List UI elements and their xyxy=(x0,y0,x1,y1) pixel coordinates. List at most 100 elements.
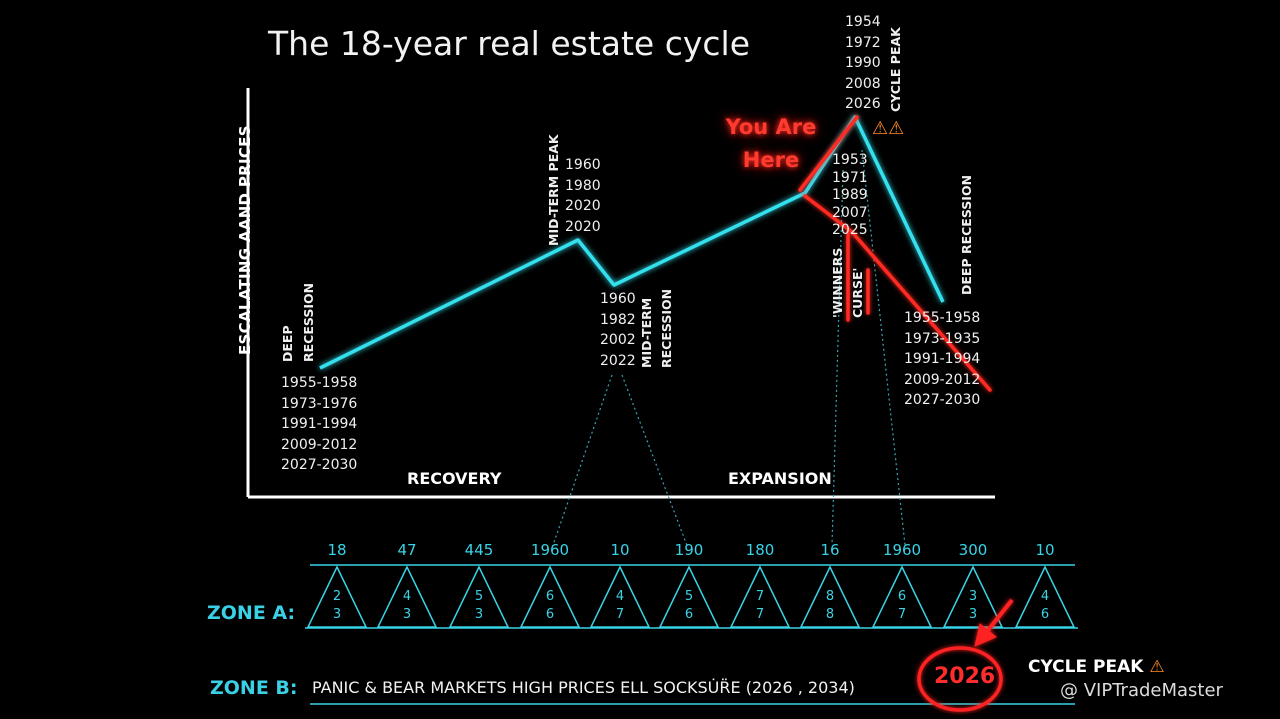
zone-a-triangle xyxy=(942,565,1004,628)
zone-a-triangle xyxy=(1014,565,1076,628)
year: 2007 xyxy=(832,204,868,221)
year: 1953 xyxy=(832,152,868,168)
triangle-top-number: 5 xyxy=(684,589,694,604)
year: 1982 xyxy=(600,311,636,328)
triangle-bottom-number: 8 xyxy=(825,607,835,622)
year-range: 1955-1958 xyxy=(281,375,358,391)
zone-b-label: ZONE B: xyxy=(210,677,298,699)
triangle-bottom-number: 3 xyxy=(332,607,342,622)
highlight-year: 2026 xyxy=(934,664,996,689)
year: 1972 xyxy=(845,34,881,51)
zone-a-triangle xyxy=(799,565,861,628)
cycle-peak-label: CYCLE PEAK xyxy=(888,27,903,112)
triangle-bottom-number: 3 xyxy=(474,607,484,622)
triangle-top-number: 8 xyxy=(825,589,835,604)
timeline-number: 16 xyxy=(820,541,840,559)
red-annotation-lines xyxy=(798,115,992,392)
zone-a-triangle xyxy=(589,565,651,628)
triangle-top-number: 4 xyxy=(402,589,412,604)
timeline-number: 445 xyxy=(464,541,494,559)
zone-a-triangle xyxy=(306,565,368,628)
warning-icon: ⚠ xyxy=(1149,657,1165,677)
year-range: 2027-2030 xyxy=(281,457,358,473)
year: 2020 xyxy=(565,198,601,214)
triangle-top-number: 4 xyxy=(1040,589,1050,604)
timeline-number: 18 xyxy=(327,541,347,559)
deep-recession-right-years: 1955-1958 1973-1935 1991-1994 2009-2012 … xyxy=(904,308,980,411)
year-range: 1973-1935 xyxy=(904,330,981,347)
cycle-price-line xyxy=(319,115,945,370)
zone-a-label: ZONE A: xyxy=(207,602,296,624)
zone-a-triangle xyxy=(448,565,510,628)
zone-a-triangle xyxy=(519,565,581,628)
year: 2022 xyxy=(600,352,636,369)
year-range: 1991-1994 xyxy=(281,416,358,432)
year: 1980 xyxy=(565,177,601,194)
year-range: 1955-1958 xyxy=(904,310,981,326)
mid-term-peak-years: 1960 1980 2020 2020 xyxy=(565,155,601,237)
year: 1960 xyxy=(600,291,636,307)
triangle-bottom-number: 7 xyxy=(897,607,907,622)
watermark: @ VIPTradeMaster xyxy=(1060,680,1223,701)
year: 2008 xyxy=(845,75,881,92)
triangle-top-number: 4 xyxy=(615,589,625,604)
timeline-number: 10 xyxy=(1035,541,1055,559)
triangle-bottom-number: 3 xyxy=(968,607,978,622)
mid-term-recession-years: 1960 1982 2002 2022 xyxy=(600,289,636,371)
triangle-top-number: 6 xyxy=(897,589,907,604)
cycle-peak-tag: CYCLE PEAK ⚠ xyxy=(1028,657,1165,677)
year-range: 1991-1994 xyxy=(904,351,981,367)
chart-title: The 18-year real estate cycle xyxy=(268,24,750,63)
warning-icon: ⚠⚠ xyxy=(872,118,905,139)
timeline-number: 300 xyxy=(958,541,988,559)
red-arrow xyxy=(974,598,1014,647)
timeline-number: 180 xyxy=(745,541,775,559)
year-range: 2009-2012 xyxy=(281,436,358,453)
deep-recession-right-label: DEEP RECESSION xyxy=(959,174,974,295)
year: 2002 xyxy=(600,332,636,348)
winners-curse-label-line2: CURSE' xyxy=(850,267,865,318)
zone-a-triangle xyxy=(376,565,438,628)
cycle-peak-tag-label: CYCLE PEAK xyxy=(1028,657,1144,677)
you-are-here-line2: Here xyxy=(742,148,800,172)
timeline-number: 1960 xyxy=(882,541,922,559)
y-axis-label: ESCALATING AAND PRICES xyxy=(236,125,254,355)
triangle-top-number: 5 xyxy=(474,589,484,604)
timeline-number: 1960 xyxy=(530,541,570,559)
triangle-top-number: 2 xyxy=(332,589,342,604)
year: 1960 xyxy=(565,157,601,173)
you-are-here-label: You Are Here xyxy=(716,111,826,177)
timeline-number: 190 xyxy=(674,541,704,559)
zone-a-triangle xyxy=(658,565,720,628)
zone-a-triangle xyxy=(871,565,933,628)
cycle-peak-years: 1954 1972 1990 2008 2026 xyxy=(845,12,881,115)
mid-term-recession-label-line2: RECESSION xyxy=(659,288,674,368)
highlight-circle xyxy=(917,646,1003,712)
year: 2025 xyxy=(832,222,868,238)
deep-recession-left-label-line2: RECESSION xyxy=(301,282,316,362)
triangle-bottom-number: 7 xyxy=(755,607,765,622)
zone-a-triangle xyxy=(729,565,791,628)
phase-recovery: RECOVERY xyxy=(407,469,502,488)
mid-term-recession-label-line1: MID-TERM xyxy=(639,297,654,368)
year: 1990 xyxy=(845,55,881,71)
winners-curse-label-line1: 'WINNERS xyxy=(830,247,845,318)
triangle-top-number: 3 xyxy=(968,589,978,604)
triangle-top-number: 7 xyxy=(755,589,765,604)
phase-expansion: EXPANSION xyxy=(728,469,832,488)
year: 1954 xyxy=(845,14,881,30)
triangle-bottom-number: 3 xyxy=(402,607,412,622)
year: 2026 xyxy=(845,96,881,112)
triangle-bottom-number: 6 xyxy=(545,607,555,622)
year: 1989 xyxy=(832,187,868,203)
mid-term-peak-label: MID-TERM PEAK xyxy=(546,134,561,246)
winners-curse-years: 1953 1971 1989 2007 2025 xyxy=(832,152,868,240)
timeline-number: 47 xyxy=(397,541,417,559)
triangle-bottom-number: 6 xyxy=(684,607,694,622)
triangle-bottom-number: 7 xyxy=(615,607,625,622)
zone-a-triangles xyxy=(306,565,1076,628)
year-range: 2027-2030 xyxy=(904,392,981,408)
timeline-number: 10 xyxy=(610,541,630,559)
